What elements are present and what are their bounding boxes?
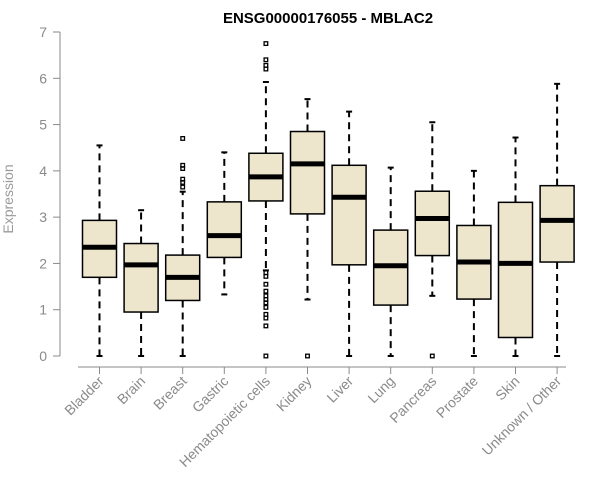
outlier-point — [180, 136, 186, 141]
x-tick-label: Liver — [323, 373, 356, 406]
x-tick-label: Kidney — [273, 373, 315, 415]
box-bladder — [81, 144, 118, 357]
y-tick-label: 2 — [39, 255, 47, 271]
x-tick-label: Bladder — [61, 373, 107, 419]
chart-title: ENSG00000176055 - MBLAC2 — [223, 10, 433, 27]
y-tick-label: 6 — [39, 70, 47, 86]
outlier-point — [263, 41, 269, 47]
box-gastric — [206, 151, 243, 296]
x-tick-label: Breast — [150, 373, 190, 413]
x-tick-label: Prostate — [433, 373, 481, 421]
outlier-point — [263, 57, 269, 63]
box-series — [81, 41, 575, 359]
outlier-point — [180, 162, 186, 168]
y-axis-label: Expression — [0, 164, 16, 233]
box-liver — [331, 110, 367, 357]
x-tick-label: Brain — [114, 373, 148, 407]
y-tick-label: 3 — [39, 209, 47, 225]
iqr-box — [539, 184, 575, 263]
outlier-point — [305, 353, 310, 359]
box-brain — [123, 209, 159, 357]
iqr-box — [414, 190, 451, 257]
outlier-point — [263, 288, 269, 294]
outlier-point — [263, 62, 269, 68]
outlier-point — [263, 353, 269, 359]
outlier-point — [263, 315, 269, 321]
iqr-box — [123, 242, 159, 313]
outlier-point — [263, 300, 269, 306]
iqr-box — [206, 201, 243, 259]
box-hematopoietic-cells — [248, 41, 284, 359]
y-tick-label: 0 — [39, 348, 47, 364]
outlier-point — [429, 353, 435, 359]
y-tick-label: 7 — [39, 24, 47, 40]
box-skin — [497, 136, 534, 357]
x-tick-label: Unknown / Other — [479, 373, 565, 459]
iqr-box — [331, 164, 367, 266]
box-unknown-other — [539, 82, 575, 357]
x-tick-label: Lung — [364, 373, 397, 406]
box-lung — [372, 166, 409, 357]
box-prostate — [456, 169, 492, 357]
iqr-box — [497, 201, 534, 339]
y-tick-label: 4 — [39, 163, 47, 179]
box-kidney — [289, 98, 326, 359]
outlier-point — [263, 304, 269, 310]
y-axis-ticks: 0 1 2 3 4 5 6 7 — [39, 24, 60, 364]
x-tick-label: Skin — [492, 373, 523, 404]
outlier-point — [263, 281, 269, 287]
box-breast — [164, 136, 201, 357]
box-pancreas — [414, 121, 451, 359]
iqr-box — [289, 130, 326, 215]
outlier-point — [180, 184, 186, 190]
outlier-point — [180, 176, 186, 182]
outlier-point — [263, 323, 269, 329]
y-tick-label: 5 — [39, 117, 47, 133]
outlier-point — [263, 273, 269, 279]
y-tick-label: 1 — [39, 302, 47, 318]
